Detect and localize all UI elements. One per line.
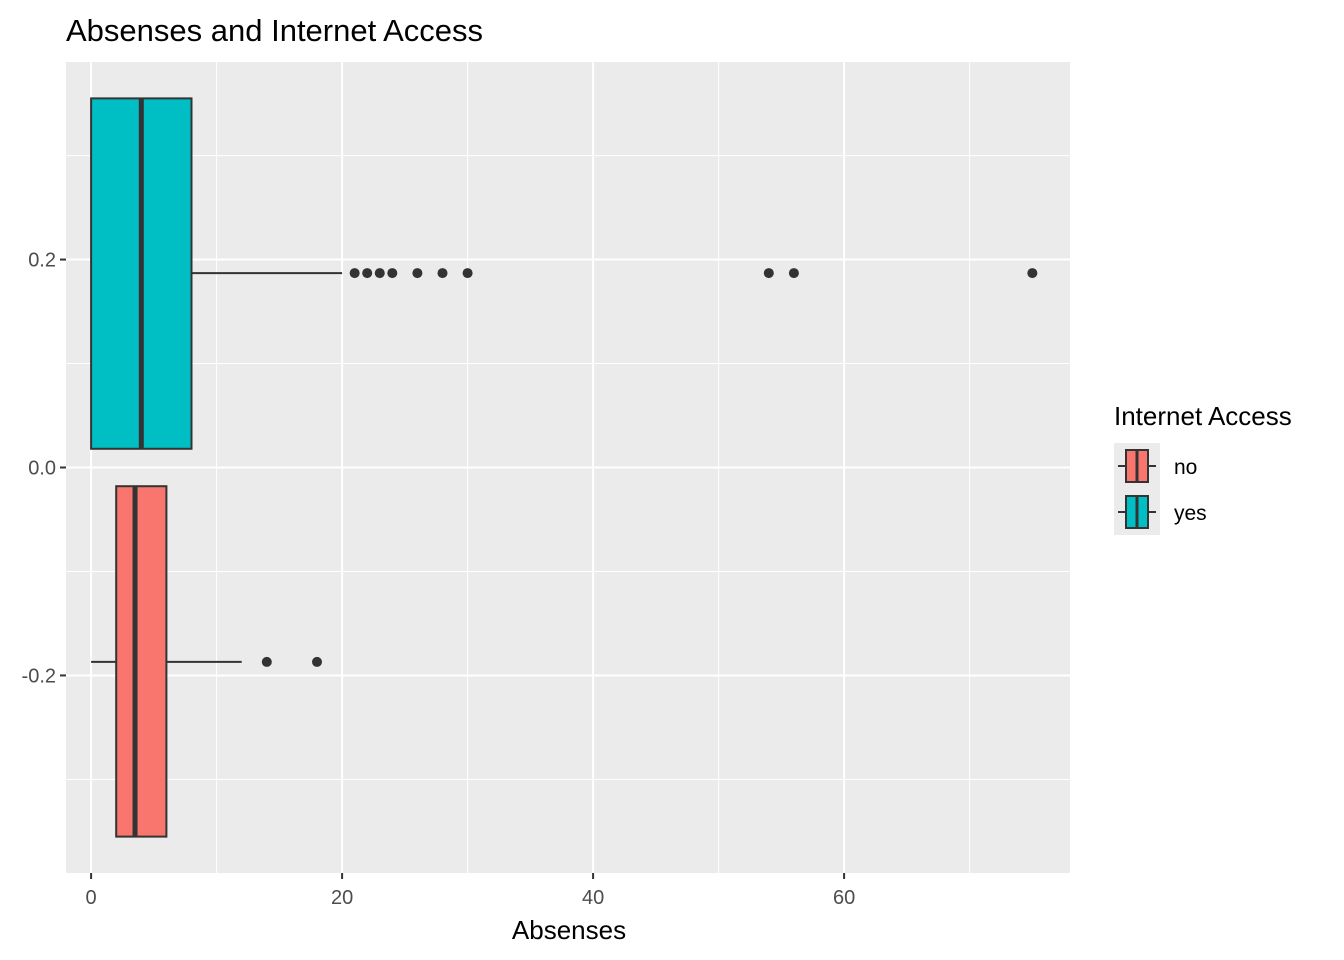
- outlier-point: [312, 656, 322, 667]
- legend-entries: no yes: [1118, 449, 1207, 529]
- outlier-point: [261, 656, 272, 667]
- box-body: [115, 485, 168, 838]
- legend-entry-no: no: [1118, 449, 1197, 483]
- outlier-point: [349, 268, 360, 279]
- outlier-point: [788, 268, 799, 279]
- chart-title: Absenses and Internet Access: [66, 13, 483, 48]
- legend-entry-yes: yes: [1118, 495, 1207, 529]
- x-tick-label: 60: [833, 887, 855, 909]
- x-tick-label: 0: [86, 887, 97, 909]
- outlier-point: [362, 268, 373, 279]
- y-tick-label: -0.2: [22, 665, 56, 687]
- outlier-point: [412, 268, 423, 279]
- x-axis-title: Absenses: [512, 915, 626, 945]
- outlier-point: [374, 268, 385, 279]
- legend-label: no: [1174, 456, 1197, 479]
- outlier-point: [437, 268, 448, 279]
- legend-title: Internet Access: [1114, 401, 1292, 431]
- outlier-point: [1027, 268, 1038, 279]
- legend-label: yes: [1174, 502, 1207, 525]
- box-no: [91, 485, 322, 838]
- boxes: [90, 97, 1038, 838]
- x-tick-label: 40: [582, 887, 604, 909]
- y-tick-label: 0.2: [28, 250, 56, 272]
- outlier-point: [763, 268, 774, 279]
- outlier-point: [387, 268, 398, 279]
- y-tick-label: 0.0: [28, 458, 56, 480]
- x-tick-label: 20: [331, 887, 353, 909]
- outlier-point: [462, 268, 473, 279]
- legend: Internet Access no yes: [1114, 401, 1292, 535]
- y-axis: -0.2 0.0 0.2: [22, 250, 66, 687]
- x-axis: 0 20 40 60: [86, 873, 855, 909]
- grid-lines: [66, 62, 1070, 873]
- box-yes: [90, 97, 1038, 450]
